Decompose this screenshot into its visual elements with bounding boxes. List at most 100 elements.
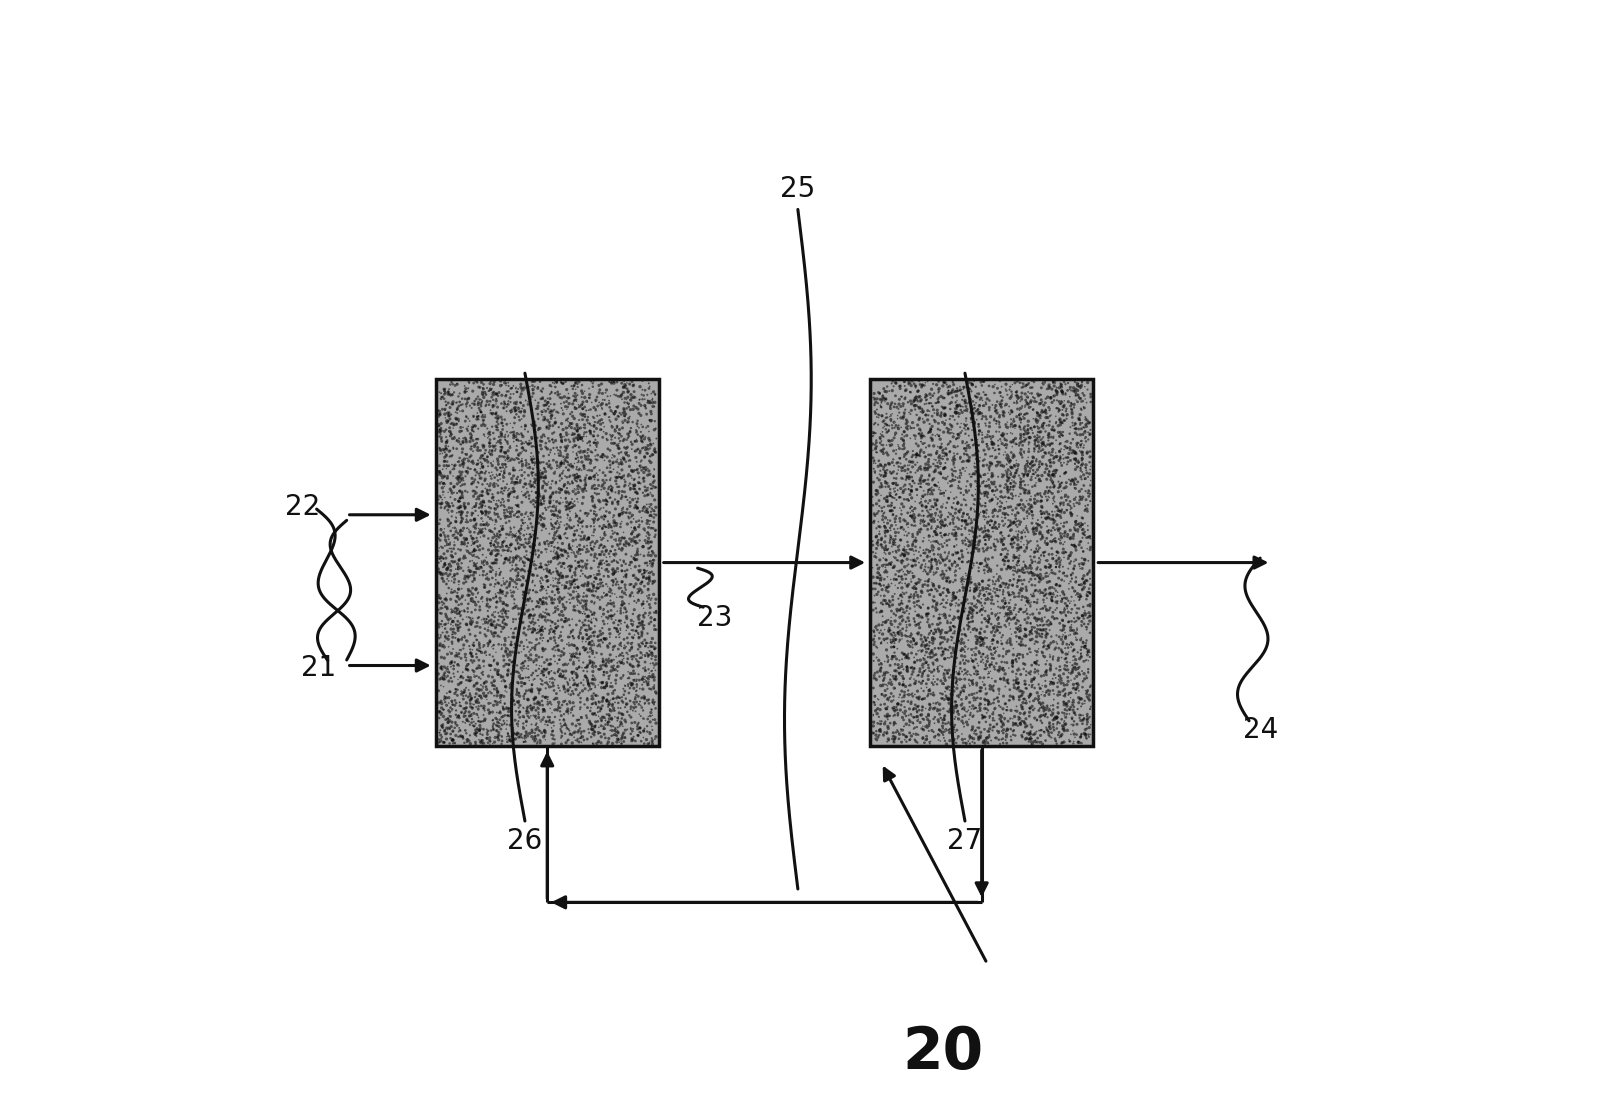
Point — [898, 676, 924, 694]
Point — [586, 558, 612, 576]
Point — [558, 419, 584, 437]
Point — [526, 497, 552, 515]
Point — [890, 655, 916, 673]
Point — [493, 398, 519, 416]
Point — [1060, 663, 1086, 681]
Point — [464, 724, 490, 742]
Point — [1073, 491, 1099, 509]
Point — [916, 481, 942, 499]
Point — [492, 456, 518, 473]
Point — [437, 427, 463, 444]
Point — [917, 541, 943, 559]
Point — [940, 701, 966, 719]
Point — [540, 374, 566, 392]
Point — [508, 410, 534, 428]
Point — [911, 443, 937, 461]
Point — [1042, 711, 1068, 729]
Point — [550, 595, 576, 613]
Point — [448, 649, 474, 667]
Point — [600, 453, 626, 471]
Point — [623, 461, 649, 479]
Point — [629, 681, 655, 698]
Point — [903, 446, 929, 463]
Point — [993, 612, 1019, 629]
Point — [597, 373, 623, 391]
Point — [985, 622, 1011, 639]
Point — [989, 713, 1014, 731]
Point — [489, 496, 515, 514]
Point — [634, 557, 660, 575]
Point — [591, 605, 616, 623]
Point — [445, 723, 471, 741]
Point — [875, 711, 901, 729]
Point — [443, 522, 469, 540]
Point — [1000, 716, 1026, 734]
Point — [947, 665, 972, 683]
Point — [887, 701, 913, 719]
Point — [631, 673, 657, 691]
Point — [450, 419, 476, 437]
Point — [879, 685, 904, 703]
Point — [477, 467, 503, 485]
Point — [497, 439, 523, 457]
Point — [600, 551, 626, 569]
Point — [867, 456, 893, 473]
Point — [492, 444, 518, 462]
Point — [437, 707, 463, 725]
Point — [914, 520, 940, 538]
Point — [521, 447, 547, 465]
Point — [451, 450, 477, 468]
Point — [972, 504, 998, 521]
Point — [1066, 589, 1092, 607]
Point — [945, 509, 971, 527]
Point — [576, 461, 602, 479]
Point — [864, 390, 890, 408]
Point — [565, 588, 591, 606]
Point — [921, 512, 947, 530]
Point — [527, 453, 553, 471]
Point — [1066, 453, 1092, 471]
Point — [964, 475, 990, 492]
Point — [1031, 433, 1057, 451]
Point — [523, 483, 549, 501]
Point — [930, 516, 956, 534]
Point — [497, 678, 523, 696]
Point — [555, 483, 581, 501]
Point — [570, 428, 595, 446]
Point — [427, 726, 453, 744]
Point — [1055, 638, 1081, 656]
Point — [571, 457, 597, 475]
Point — [900, 564, 925, 582]
Point — [1008, 582, 1034, 599]
Point — [621, 600, 647, 618]
Point — [972, 609, 998, 627]
Point — [956, 373, 982, 391]
Point — [1057, 575, 1082, 593]
Point — [976, 693, 1002, 711]
Point — [888, 631, 914, 648]
Point — [447, 430, 472, 448]
Point — [427, 423, 453, 441]
Point — [929, 388, 955, 405]
Point — [985, 615, 1011, 633]
Point — [903, 584, 929, 602]
Point — [953, 402, 979, 420]
Point — [519, 634, 545, 652]
Point — [582, 723, 608, 741]
Point — [524, 584, 550, 602]
Point — [963, 472, 989, 490]
Point — [1048, 482, 1074, 500]
Point — [990, 730, 1016, 747]
Point — [498, 543, 524, 560]
Point — [917, 511, 943, 529]
Point — [471, 674, 497, 692]
Point — [443, 726, 469, 744]
Point — [916, 616, 942, 634]
Point — [992, 607, 1018, 625]
Point — [935, 584, 961, 602]
Point — [579, 687, 605, 705]
Point — [879, 649, 904, 667]
Point — [552, 644, 578, 662]
Point — [1000, 710, 1026, 727]
Point — [1057, 439, 1082, 457]
